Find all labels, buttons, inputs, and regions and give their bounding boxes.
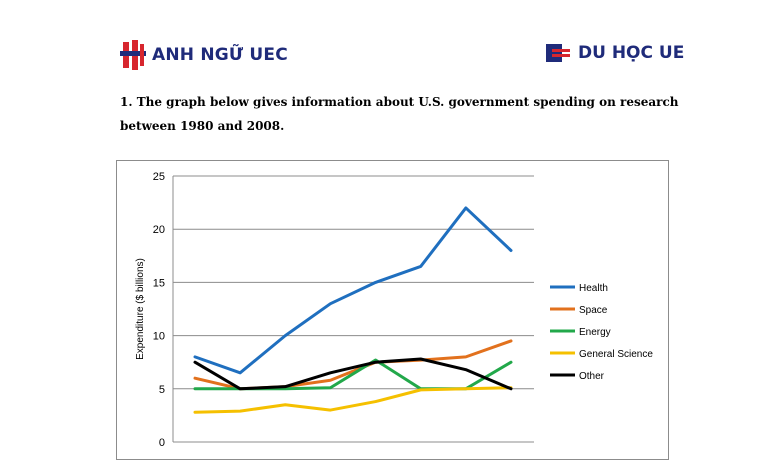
- du-hoc-ue-logo: DU HỌC UE: [546, 40, 684, 66]
- right-brand-text: DU HỌC UE: [578, 43, 685, 63]
- series-line-energy: [193, 358, 513, 391]
- legend-label: Energy: [579, 327, 611, 338]
- ue-logo-icon: [546, 44, 570, 62]
- chart-frame: 0 5 10 15 20 25 Expenditure ($ billions) Health…: [116, 160, 669, 460]
- y-tick-label: 15: [153, 277, 165, 289]
- y-axis-label: Expenditure ($ billions): [135, 258, 146, 360]
- legend-label: Space: [579, 305, 608, 316]
- legend-label: Other: [579, 371, 605, 382]
- series-line-space: [193, 339, 513, 391]
- question-text: 1. The graph below gives information abo…: [120, 95, 679, 133]
- left-brand-text: ANH NGỮ UEC: [152, 45, 288, 65]
- anh-ngu-uec-logo: ANH NGỮ UEC: [118, 38, 288, 72]
- series-line-other: [193, 357, 513, 391]
- y-tick-label: 25: [153, 171, 165, 183]
- legend-label: General Science: [579, 349, 653, 360]
- legend-label: Health: [579, 283, 608, 294]
- y-tick-label: 5: [159, 384, 165, 396]
- series-line-general-science: [193, 386, 513, 414]
- y-tick-label: 20: [153, 224, 165, 236]
- y-tick-label: 10: [153, 331, 165, 343]
- uec-logo-icon: [120, 40, 146, 70]
- y-tick-label: 0: [159, 437, 165, 449]
- series-line-health: [193, 206, 513, 375]
- spending-line-chart: 0 5 10 15 20 25 Expenditure ($ billions) Health…: [135, 171, 653, 449]
